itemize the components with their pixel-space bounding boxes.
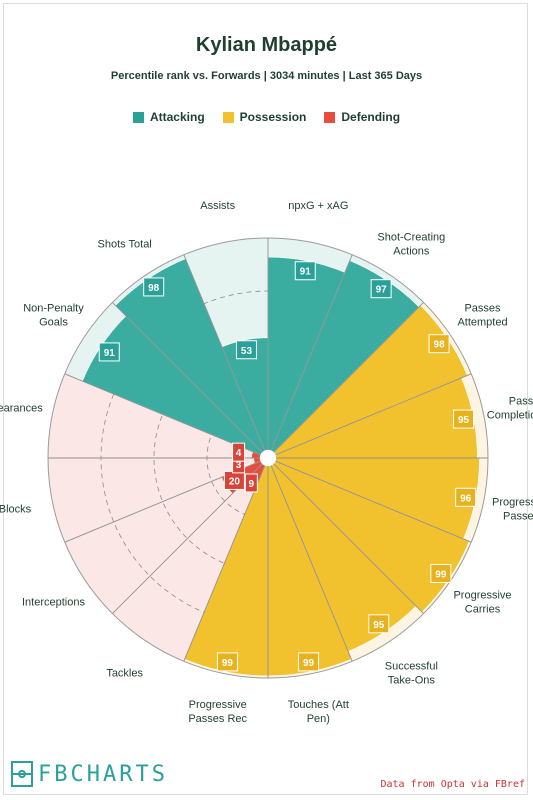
stat-label: npxG + xAG <box>288 200 348 212</box>
spoke-line <box>273 463 424 614</box>
value-label: 96 <box>460 493 472 504</box>
stat-label: Assists <box>200 200 235 212</box>
value-label: 95 <box>373 620 385 631</box>
stat-label: Non-Penalty Goals <box>23 303 84 329</box>
value-label: 98 <box>434 340 446 351</box>
value-box <box>244 473 258 493</box>
value-label: 91 <box>104 348 116 359</box>
stat-label: Tackles <box>106 668 143 680</box>
value-box <box>143 277 165 297</box>
legend-item-attacking: Attacking <box>132 110 205 124</box>
value-box <box>368 614 390 634</box>
value-label: 97 <box>376 285 388 296</box>
fbcharts-logo: FBCHARTS <box>10 760 168 788</box>
value-box <box>232 442 246 462</box>
spoke-line <box>275 460 472 543</box>
value-label: 91 <box>300 267 312 278</box>
chart-title: Kylian Mbappé <box>195 34 338 56</box>
value-box <box>370 279 392 299</box>
data-source: Data from Opta via FBref <box>380 779 526 790</box>
legend-swatch-attacking <box>132 111 144 123</box>
value-label: 20 <box>229 476 241 487</box>
stat-label: Passes Attempted <box>457 303 507 329</box>
spoke-line <box>273 302 424 453</box>
spoke-line <box>270 465 353 662</box>
stat-label: Interceptions <box>22 596 85 608</box>
pitch-icon <box>11 761 33 787</box>
value-label: 99 <box>222 658 234 669</box>
value-box <box>294 261 316 281</box>
spoke-line <box>112 302 263 453</box>
slice-background <box>48 458 261 543</box>
center-hole <box>260 450 276 466</box>
slice-background <box>112 463 265 662</box>
legend-label-defending: Defending <box>341 110 401 124</box>
value-label: 53 <box>241 346 253 357</box>
value-label: 3 <box>236 460 242 471</box>
spoke-line <box>270 254 353 451</box>
stat-label: Clearances <box>0 403 43 415</box>
value-box <box>98 342 120 362</box>
legend-label-possession: Possession <box>239 110 307 124</box>
value-box <box>216 652 238 672</box>
value-label: 99 <box>435 569 447 580</box>
outer-ring <box>47 237 489 679</box>
value-label: 99 <box>303 658 315 669</box>
value-box <box>430 563 452 583</box>
stat-label: Successful Take-Ons <box>385 661 438 687</box>
stat-label: Blocks <box>0 503 32 515</box>
legend-item-defending: Defending <box>324 110 400 124</box>
legend-swatch-possession <box>222 111 234 123</box>
stat-label: Touches (Att Pen) <box>288 699 349 725</box>
value-label: 9 <box>249 479 255 490</box>
legend-item-possession: Possession <box>222 110 307 124</box>
legend: Attacking Possession Defending <box>0 110 533 124</box>
spoke-line <box>183 254 266 451</box>
value-box <box>428 334 450 354</box>
spoke-line <box>64 373 261 456</box>
value-label: 4 <box>236 448 242 459</box>
value-box <box>235 340 257 360</box>
stat-label: Shot-Creating Actions <box>377 231 445 257</box>
legend-swatch-defending <box>324 111 336 123</box>
value-label: 98 <box>148 283 160 294</box>
chart-subtitle: Percentile rank vs. Forwards | 3034 minu… <box>110 70 423 82</box>
legend-label-attacking: Attacking <box>149 110 205 124</box>
slice-background <box>48 373 261 458</box>
slice-background <box>64 461 263 614</box>
logo-text: FBCHARTS <box>38 761 168 787</box>
spoke-line <box>275 373 472 456</box>
value-box <box>298 652 320 672</box>
value-label: 95 <box>458 415 470 426</box>
spoke-line <box>183 465 266 662</box>
stat-label: Progressive Passes Rec <box>188 699 247 725</box>
stat-label: Progressive Carries <box>453 589 511 615</box>
value-box <box>453 409 475 429</box>
stat-label: PassCompletion % <box>487 396 533 422</box>
stat-label: Shots Total <box>98 238 152 250</box>
value-box <box>455 487 477 507</box>
